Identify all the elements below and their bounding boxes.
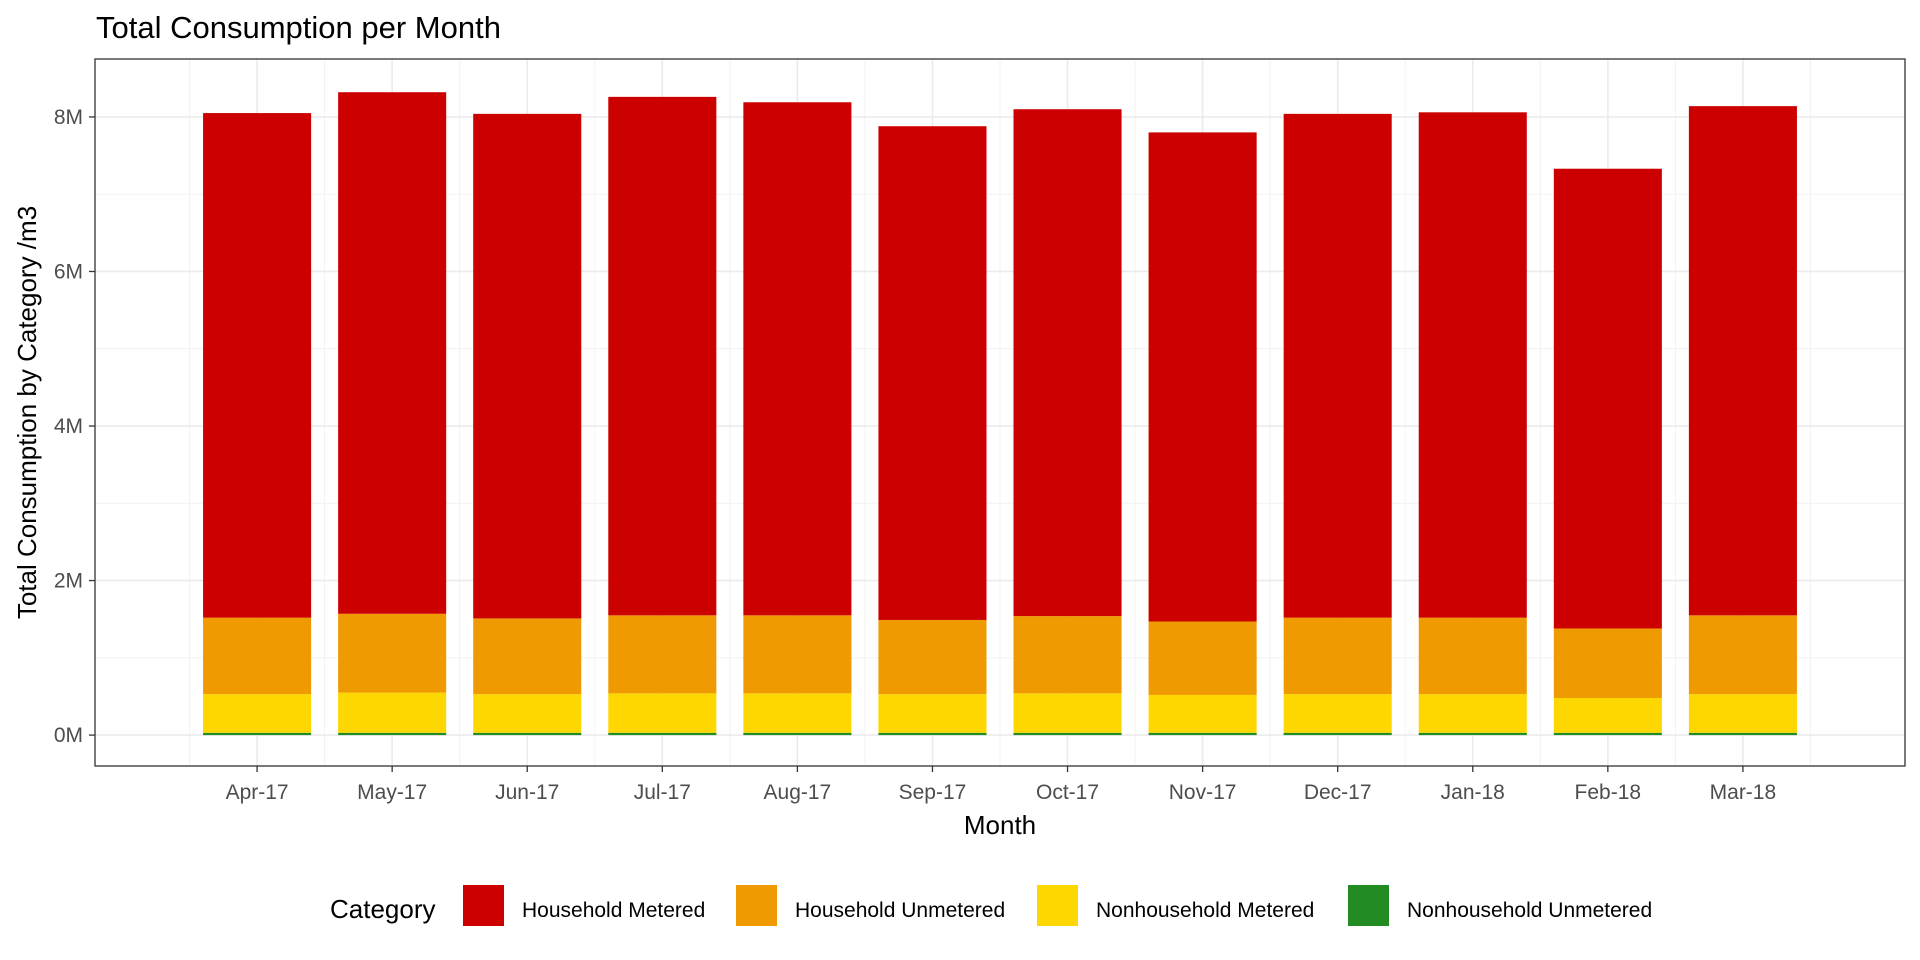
legend-key-household-metered — [463, 885, 504, 926]
bar-nonhousehold-metered-oct-17 — [1013, 693, 1122, 733]
legend-key-nonhousehold-unmetered — [1348, 885, 1389, 926]
bar-nonhousehold-unmetered-feb-18 — [1553, 732, 1662, 736]
x-tick-label: May-17 — [357, 781, 427, 804]
x-tick-label: Mar-18 — [1710, 781, 1777, 804]
x-tick-label: Sep-17 — [899, 781, 967, 804]
x-tick-label: Feb-18 — [1575, 781, 1642, 804]
y-tick-label: 0M — [54, 724, 83, 747]
x-tick-label: Apr-17 — [226, 781, 289, 804]
y-axis-title: Total Consumption by Category /m3 — [12, 206, 42, 619]
bar-nonhousehold-metered-jul-17 — [608, 693, 717, 733]
bar-household-metered-apr-17 — [203, 113, 312, 618]
x-tick-label: Jan-18 — [1441, 781, 1505, 804]
bar-household-unmetered-jun-17 — [473, 618, 582, 695]
bar-nonhousehold-unmetered-jun-17 — [473, 732, 582, 736]
bar-nonhousehold-unmetered-apr-17 — [203, 732, 312, 736]
bar-nonhousehold-unmetered-jan-18 — [1418, 732, 1527, 736]
bar-household-metered-may-17 — [338, 92, 447, 614]
bar-nonhousehold-unmetered-oct-17 — [1013, 732, 1122, 736]
legend-label-household-metered: Household Metered — [522, 899, 705, 922]
x-tick-label: Aug-17 — [764, 781, 832, 804]
legend-title: Category — [330, 894, 436, 924]
x-axis-title: Month — [964, 810, 1036, 840]
bar-nonhousehold-metered-apr-17 — [203, 694, 312, 733]
legend-key-household-unmetered — [736, 885, 777, 926]
bar-household-metered-dec-17 — [1283, 113, 1392, 618]
bar-household-unmetered-may-17 — [338, 613, 447, 693]
bar-household-metered-oct-17 — [1013, 109, 1122, 617]
bar-household-unmetered-oct-17 — [1013, 616, 1122, 694]
bar-nonhousehold-metered-may-17 — [338, 692, 447, 733]
legend: Category Household Metered Household Unmet… — [330, 885, 1652, 926]
bar-nonhousehold-metered-sep-17 — [878, 694, 987, 733]
bar-nonhousehold-unmetered-jul-17 — [608, 732, 717, 736]
legend-label-nonhousehold-unmetered: Nonhousehold Unmetered — [1407, 899, 1652, 922]
x-tick-label: Dec-17 — [1304, 781, 1372, 804]
bar-nonhousehold-metered-aug-17 — [743, 693, 852, 733]
chart-title: Total Consumption per Month — [96, 10, 501, 45]
bar-nonhousehold-unmetered-aug-17 — [743, 732, 852, 736]
bar-household-metered-jun-17 — [473, 113, 582, 619]
y-tick-label: 6M — [54, 260, 83, 283]
bar-nonhousehold-metered-mar-18 — [1688, 694, 1797, 733]
bar-nonhousehold-unmetered-mar-18 — [1688, 732, 1797, 736]
bar-nonhousehold-metered-feb-18 — [1553, 698, 1662, 733]
legend-label-nonhousehold-metered: Nonhousehold Metered — [1096, 899, 1314, 922]
bar-household-unmetered-jul-17 — [608, 615, 717, 694]
bar-nonhousehold-metered-jun-17 — [473, 694, 582, 733]
bar-nonhousehold-unmetered-may-17 — [338, 732, 447, 736]
bar-household-unmetered-dec-17 — [1283, 617, 1392, 695]
bar-household-metered-mar-18 — [1688, 106, 1797, 616]
bar-household-metered-jan-18 — [1418, 112, 1527, 618]
bar-household-unmetered-sep-17 — [878, 619, 987, 695]
bar-household-unmetered-mar-18 — [1688, 615, 1797, 695]
bar-household-metered-sep-17 — [878, 126, 987, 620]
bar-nonhousehold-metered-jan-18 — [1418, 694, 1527, 733]
bar-household-unmetered-feb-18 — [1553, 628, 1662, 699]
y-tick-label: 2M — [54, 570, 83, 593]
x-tick-label: Oct-17 — [1036, 781, 1099, 804]
x-tick-label: Nov-17 — [1169, 781, 1237, 804]
bar-household-metered-nov-17 — [1148, 132, 1257, 622]
bar-household-unmetered-jan-18 — [1418, 617, 1527, 695]
bar-nonhousehold-unmetered-sep-17 — [878, 732, 987, 736]
y-tick-label: 8M — [54, 106, 83, 129]
bar-household-metered-aug-17 — [743, 102, 852, 616]
plot-border — [94, 58, 1906, 767]
bar-nonhousehold-metered-dec-17 — [1283, 694, 1392, 733]
bar-nonhousehold-metered-nov-17 — [1148, 694, 1257, 733]
y-tick-label: 4M — [54, 415, 83, 438]
bar-household-unmetered-apr-17 — [203, 617, 312, 695]
bar-household-metered-feb-18 — [1553, 168, 1662, 629]
bar-household-unmetered-aug-17 — [743, 615, 852, 694]
bar-nonhousehold-unmetered-dec-17 — [1283, 732, 1392, 736]
x-tick-label: Jul-17 — [634, 781, 691, 804]
bar-nonhousehold-unmetered-nov-17 — [1148, 732, 1257, 736]
legend-label-household-unmetered: Household Unmetered — [795, 899, 1005, 922]
bar-household-metered-jul-17 — [608, 96, 717, 616]
x-tick-label: Jun-17 — [495, 781, 559, 804]
legend-key-nonhousehold-metered — [1037, 885, 1078, 926]
bar-household-unmetered-nov-17 — [1148, 621, 1257, 695]
plot-area: 0M 2M 4M 6M 8M Apr-17 May-17 Jun-17 Jul-17 Aug-17… — [54, 58, 1906, 804]
